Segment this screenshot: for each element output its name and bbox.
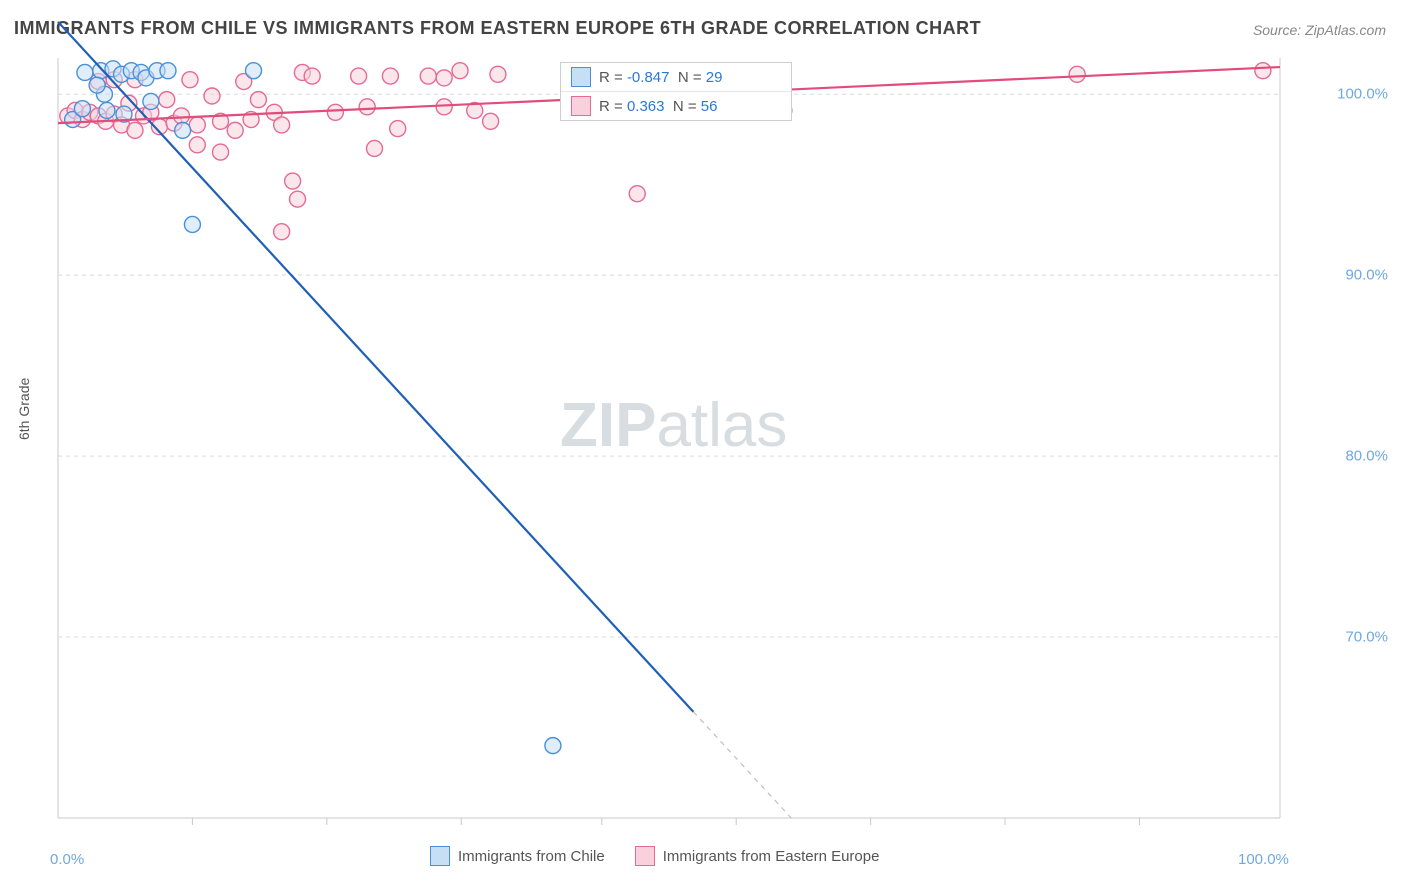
y-tick-label: 100.0% (1337, 86, 1388, 103)
correlation-chart: IMMIGRANTS FROM CHILE VS IMMIGRANTS FROM… (0, 0, 1406, 892)
bottom-legend-label: Immigrants from Eastern Europe (663, 848, 880, 865)
stats-legend-row: R = 0.363 N = 56 (561, 92, 791, 120)
bottom-legend-item: Immigrants from Chile (430, 846, 605, 866)
bottom-legend: Immigrants from Chile Immigrants from Eas… (430, 846, 879, 866)
chart-svg (0, 0, 1406, 892)
legend-swatch (571, 96, 591, 116)
x-tick-label: 100.0% (1238, 851, 1289, 868)
stats-legend: R = -0.847 N = 29 R = 0.363 N = 56 (560, 62, 792, 121)
legend-swatch (635, 846, 655, 866)
bottom-legend-label: Immigrants from Chile (458, 848, 605, 865)
bottom-legend-item: Immigrants from Eastern Europe (635, 846, 880, 866)
stats-text: R = -0.847 N = 29 (599, 69, 722, 86)
x-tick-label: 0.0% (50, 851, 84, 868)
y-tick-label: 70.0% (1345, 629, 1388, 646)
stats-legend-row: R = -0.847 N = 29 (561, 63, 791, 92)
stats-text: R = 0.363 N = 56 (599, 98, 717, 115)
legend-swatch (571, 67, 591, 87)
y-tick-label: 80.0% (1345, 448, 1388, 465)
y-tick-label: 90.0% (1345, 267, 1388, 284)
legend-swatch (430, 846, 450, 866)
